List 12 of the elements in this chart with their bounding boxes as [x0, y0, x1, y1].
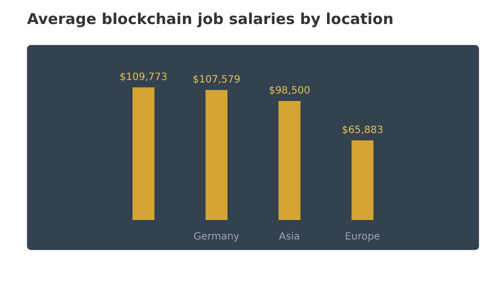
bar: [132, 87, 154, 220]
bar: [206, 90, 228, 220]
data-label: $107,579: [192, 74, 240, 86]
chart-title: Average blockchain job salaries by location: [27, 10, 394, 28]
x-tick-label: Asia: [279, 232, 300, 243]
bar: [278, 100, 300, 220]
bar: [352, 140, 374, 220]
x-tick-label: Germany: [194, 232, 240, 243]
data-label: $65,883: [342, 124, 384, 136]
x-tick-label: Europe: [344, 232, 380, 243]
data-label: $98,500: [268, 86, 310, 97]
data-label: $109,773: [120, 72, 168, 83]
